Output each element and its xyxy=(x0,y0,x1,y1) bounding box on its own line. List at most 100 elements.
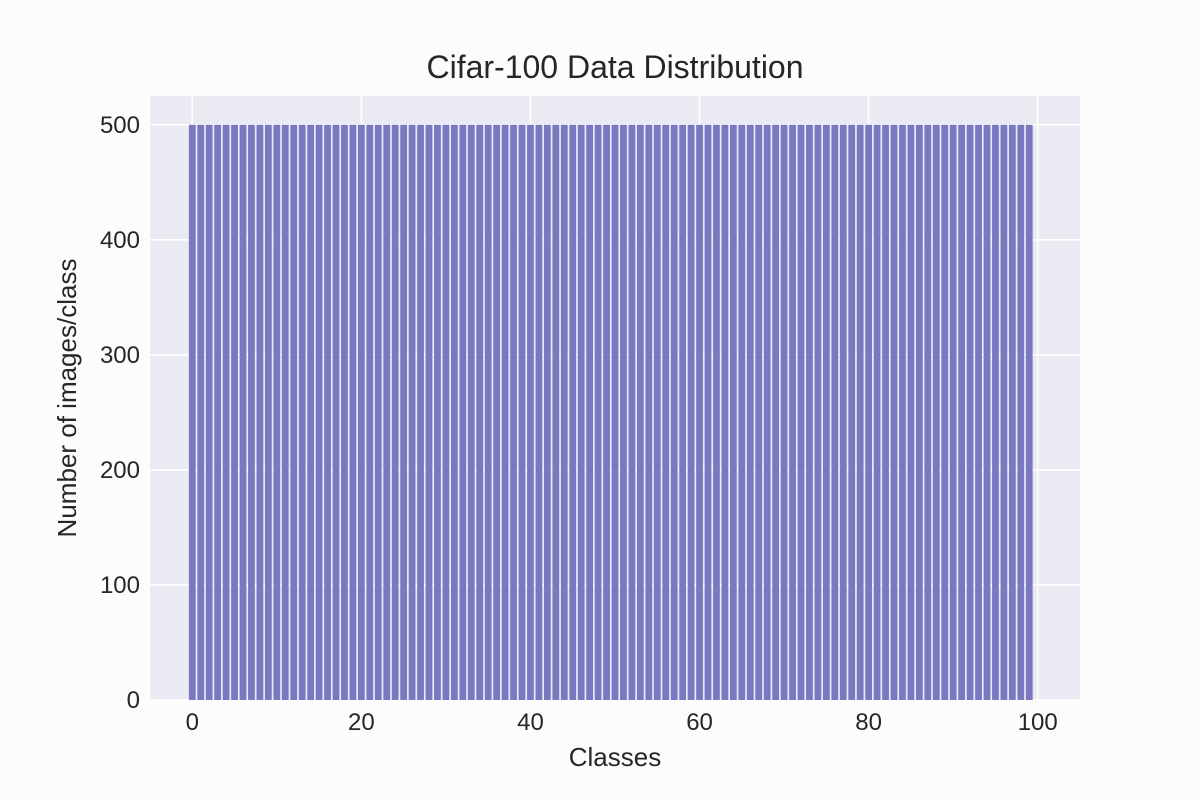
bar xyxy=(442,124,450,700)
y-tick-labels: 0 100 200 300 400 500 xyxy=(100,112,140,714)
bar xyxy=(628,124,636,700)
bar xyxy=(975,124,982,700)
bar xyxy=(687,124,695,700)
chart-title: Cifar-100 Data Distribution xyxy=(426,49,803,85)
x-tick-labels: 0 20 40 60 80 100 xyxy=(186,709,1058,736)
bar xyxy=(298,124,306,700)
y-tick-label: 500 xyxy=(100,112,140,139)
bar xyxy=(831,124,839,700)
x-tick-label: 40 xyxy=(517,709,544,736)
bar xyxy=(1000,124,1008,700)
bar xyxy=(374,124,382,700)
bar xyxy=(501,124,509,700)
bar xyxy=(586,124,594,700)
y-tick-label: 200 xyxy=(100,457,140,484)
bar xyxy=(248,124,255,700)
bar xyxy=(797,124,805,700)
bar xyxy=(941,124,949,700)
bar xyxy=(645,124,653,700)
x-axis-label: Classes xyxy=(569,742,661,772)
y-tick-label: 400 xyxy=(100,227,140,254)
bar xyxy=(527,124,534,700)
bar xyxy=(899,124,906,700)
bar xyxy=(653,124,661,700)
bar xyxy=(932,124,940,700)
y-tick-label: 300 xyxy=(100,342,140,369)
bar xyxy=(391,124,399,700)
bar xyxy=(814,124,822,700)
bar xyxy=(459,124,467,700)
bar xyxy=(738,124,746,700)
y-tick-label: 100 xyxy=(100,572,140,599)
bar xyxy=(417,124,424,700)
bar xyxy=(560,124,568,700)
bar xyxy=(510,124,517,700)
bar xyxy=(476,124,484,700)
bar xyxy=(949,124,957,700)
bar xyxy=(603,124,610,700)
bar xyxy=(890,124,898,700)
x-tick-label: 100 xyxy=(1018,709,1058,736)
bar xyxy=(307,124,315,700)
bar xyxy=(357,124,365,700)
bar xyxy=(806,124,813,700)
bar xyxy=(924,124,932,700)
bar xyxy=(552,124,560,700)
bar xyxy=(772,124,780,700)
bar xyxy=(620,124,627,700)
bar xyxy=(315,124,323,700)
bar xyxy=(383,124,391,700)
bar xyxy=(324,124,331,700)
x-tick-label: 80 xyxy=(855,709,882,736)
bar xyxy=(408,124,416,700)
bar xyxy=(755,124,763,700)
bar xyxy=(273,124,281,700)
bar xyxy=(290,124,298,700)
bar xyxy=(721,124,729,700)
bar xyxy=(848,124,856,700)
bar xyxy=(577,124,585,700)
bar xyxy=(518,124,526,700)
bar xyxy=(983,124,991,700)
bar xyxy=(434,124,441,700)
bar xyxy=(729,124,737,700)
bar xyxy=(679,124,687,700)
bar xyxy=(188,124,196,700)
bar xyxy=(535,124,543,700)
bar xyxy=(958,124,966,700)
bar xyxy=(1025,124,1033,700)
bar xyxy=(966,124,974,700)
bar xyxy=(992,124,999,700)
bar xyxy=(239,124,247,700)
bar xyxy=(231,124,238,700)
x-tick-label: 0 xyxy=(186,709,199,736)
bar xyxy=(467,124,475,700)
x-tick-label: 20 xyxy=(348,709,375,736)
bar xyxy=(915,124,923,700)
bar xyxy=(214,124,222,700)
bar xyxy=(611,124,619,700)
x-tick-label: 60 xyxy=(686,709,713,736)
bar xyxy=(425,124,433,700)
bar xyxy=(789,124,796,700)
bar xyxy=(696,124,703,700)
bar xyxy=(256,124,264,700)
bar xyxy=(856,124,864,700)
bar xyxy=(281,124,289,700)
bar xyxy=(1008,124,1016,700)
y-tick-label: 0 xyxy=(127,687,140,714)
bar xyxy=(264,124,272,700)
bar xyxy=(400,124,408,700)
bar xyxy=(341,124,348,700)
bar xyxy=(662,124,670,700)
bar xyxy=(882,124,889,700)
bar xyxy=(713,124,720,700)
y-axis-label: Number of images/class xyxy=(52,259,82,538)
bar xyxy=(839,124,847,700)
bar xyxy=(873,124,881,700)
bar xyxy=(349,124,357,700)
bar xyxy=(746,124,754,700)
bar xyxy=(569,124,577,700)
bar xyxy=(205,124,213,700)
